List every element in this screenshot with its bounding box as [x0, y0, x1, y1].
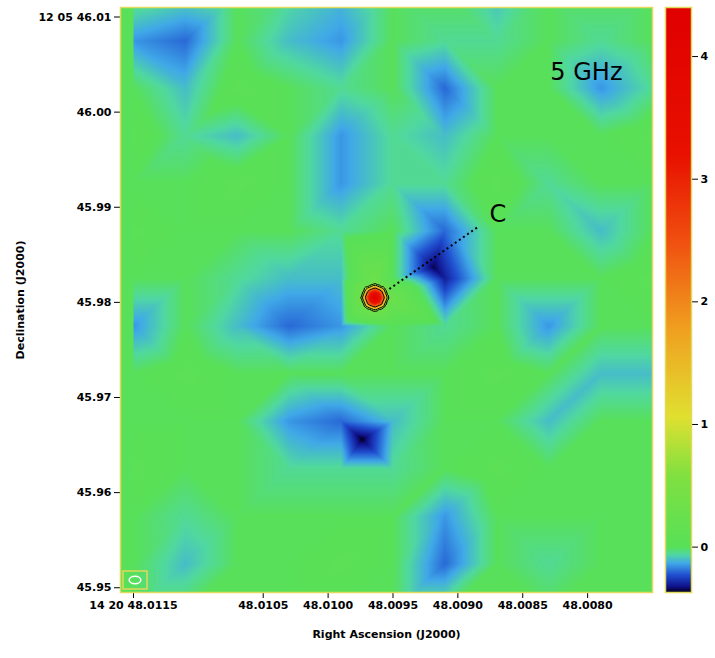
svg-text:45.99: 45.99: [77, 201, 112, 214]
svg-text:45.95: 45.95: [77, 581, 112, 594]
svg-text:12 05 46.01: 12 05 46.01: [38, 11, 111, 24]
svg-text:5 GHz: 5 GHz: [550, 58, 622, 86]
svg-text:45.96: 45.96: [77, 486, 112, 499]
svg-text:0: 0: [701, 541, 709, 554]
svg-text:48.0100: 48.0100: [303, 599, 353, 612]
svg-text:45.97: 45.97: [77, 391, 112, 404]
svg-text:48.0085: 48.0085: [498, 599, 548, 612]
svg-text:C: C: [489, 200, 506, 228]
svg-text:46.00: 46.00: [77, 106, 112, 119]
svg-text:4: 4: [701, 50, 709, 63]
svg-text:48.0090: 48.0090: [433, 599, 483, 612]
svg-text:48.0080: 48.0080: [563, 599, 613, 612]
svg-text:14 20 48.0115: 14 20 48.0115: [89, 599, 177, 612]
svg-text:48.0095: 48.0095: [368, 599, 418, 612]
svg-text:Right Ascension (J2000): Right Ascension (J2000): [312, 628, 460, 641]
svg-text:Declination (J2000): Declination (J2000): [14, 241, 27, 360]
svg-text:2: 2: [701, 295, 709, 308]
svg-text:45.98: 45.98: [77, 296, 112, 309]
svg-text:1: 1: [701, 418, 709, 431]
svg-text:3: 3: [701, 173, 709, 186]
svg-text:48.0105: 48.0105: [238, 599, 288, 612]
